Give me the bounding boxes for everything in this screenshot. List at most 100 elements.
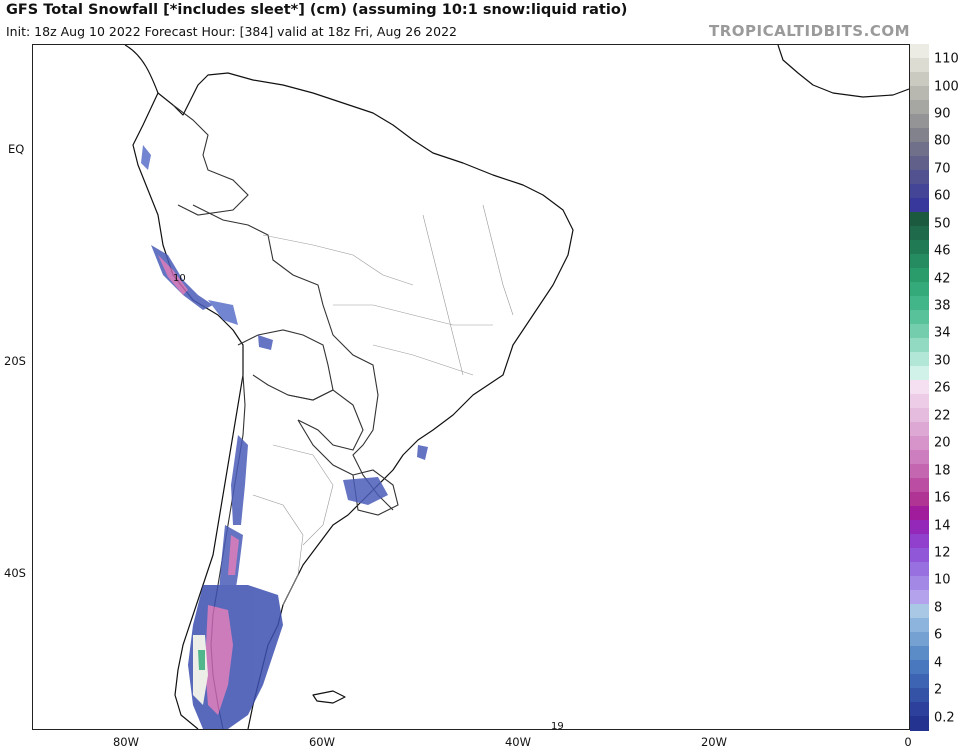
- colorbar-swatch: [910, 674, 929, 689]
- snow-patagonia-core: [205, 605, 233, 715]
- lon-label-80w: 80W: [112, 735, 140, 749]
- colorbar-swatch: [910, 478, 929, 493]
- colorbar-label: 6: [934, 627, 943, 643]
- snow-uruguay: [343, 477, 388, 505]
- colorbar-label: 80: [934, 133, 951, 149]
- snow-bolivia: [208, 300, 238, 325]
- map-subtitle: Init: 18z Aug 10 2022 Forecast Hour: [38…: [6, 24, 457, 39]
- colorbar-legend: 110 100 90 80 70 60 50 46 42 38 34 30 26 22 20 18 16 14 12…: [910, 44, 960, 731]
- border-argentina-east: [297, 419, 354, 476]
- colorbar-label: 0.2: [934, 710, 955, 726]
- colorbar-swatch: [910, 394, 929, 409]
- colorbar-swatch: [910, 464, 929, 479]
- colorbar-swatch: [910, 212, 929, 227]
- colorbar-label: 38: [934, 298, 951, 314]
- colorbar-swatch: [910, 520, 929, 535]
- lon-label-40w: 40W: [504, 735, 532, 749]
- colorbar-swatch: [910, 58, 929, 73]
- africa-coastline: [777, 45, 909, 98]
- snow-andes-mid-core: [228, 535, 239, 575]
- colorbar-swatch: [910, 422, 929, 437]
- snowfall-shading: [141, 145, 428, 729]
- colorbar-swatch: [910, 268, 929, 283]
- colorbar-label: 100: [934, 79, 959, 95]
- colorbar-label: 20: [934, 435, 951, 451]
- colorbar-label: 10: [934, 572, 951, 588]
- lat-label-20s: 20S: [4, 354, 26, 368]
- snow-ecuador: [141, 145, 151, 170]
- colorbar-swatch: [910, 296, 929, 311]
- border-brazil: [192, 204, 394, 511]
- colorbar-label: 50: [934, 216, 951, 232]
- snow-andes-north: [231, 435, 248, 525]
- colorbar-swatch: [910, 576, 929, 591]
- border-bolivia: [237, 329, 334, 401]
- colorbar-swatch: [910, 128, 929, 143]
- lat-label-eq: EQ: [8, 142, 25, 156]
- province-border-2: [252, 494, 304, 606]
- colorbar-label: 90: [934, 106, 951, 122]
- colorbar-label: 16: [934, 490, 951, 506]
- colorbar-label: 4: [934, 655, 943, 671]
- colorbar-swatch: [910, 688, 929, 703]
- colorbar-swatch: [910, 282, 929, 297]
- colorbar-swatch: [910, 240, 929, 255]
- colorbar-swatch: [910, 170, 929, 185]
- falklands-outline: [312, 690, 346, 704]
- lon-label-0: 0: [904, 735, 912, 749]
- snow-brazil-interior: [258, 335, 273, 350]
- province-border-1: [272, 444, 334, 546]
- snow-peru-band: [151, 245, 213, 310]
- map-canvas: 10 19: [124, 45, 909, 729]
- colorbar-label: 34: [934, 325, 951, 341]
- colorbar-swatch: [910, 156, 929, 171]
- colorbar-label: 8: [934, 600, 943, 616]
- colorbar-swatch: [910, 100, 929, 115]
- colorbar-swatch: [910, 702, 929, 717]
- colorbar-swatch: [910, 184, 929, 199]
- colorbar-swatch: [910, 604, 929, 619]
- colorbar-swatch: [910, 324, 929, 339]
- colorbar-swatch: [910, 534, 929, 549]
- state-border-4: [422, 214, 464, 376]
- map-title: GFS Total Snowfall [*includes sleet*] (c…: [6, 2, 628, 18]
- colorbar-swatch: [910, 44, 929, 59]
- colorbar-swatch: [910, 366, 929, 381]
- colorbar-label: 110: [934, 51, 959, 67]
- colorbar-swatch: [910, 114, 929, 129]
- colorbar-swatch: [910, 492, 929, 507]
- colorbar-label: 42: [934, 271, 951, 287]
- colorbar-label: 12: [934, 545, 951, 561]
- state-border-3: [372, 344, 474, 376]
- colorbar-swatch: [910, 632, 929, 647]
- state-border-5: [482, 204, 514, 316]
- colorbar-label: 22: [934, 408, 951, 424]
- colorbar-label: 70: [934, 161, 951, 177]
- colorbar-swatch: [910, 450, 929, 465]
- border-paraguay: [287, 389, 364, 451]
- colorbar-label: 26: [934, 380, 951, 396]
- colorbar-swatch: [910, 380, 929, 395]
- colorbar-swatch: [910, 338, 929, 353]
- west-coastline: [132, 92, 244, 729]
- peru-value-label: 10: [173, 273, 186, 284]
- colorbar-swatch: [910, 198, 929, 213]
- colorbar-swatch: [910, 646, 929, 661]
- colorbar-swatch: [910, 310, 929, 325]
- border-uruguay: [352, 469, 399, 516]
- colorbar-swatch: [910, 548, 929, 563]
- colorbar-swatch: [910, 590, 929, 605]
- colorbar-swatch: [910, 226, 929, 241]
- state-border-1: [262, 234, 414, 286]
- colorbar-swatch: [910, 72, 929, 87]
- colorbar-swatch: [910, 562, 929, 577]
- south-america-coastline: [124, 45, 574, 729]
- colorbar-label: 46: [934, 243, 951, 259]
- snow-peru-core: [158, 255, 188, 295]
- colorbar-label: 30: [934, 353, 951, 369]
- colorbar-label: 2: [934, 682, 943, 698]
- map-frame: 10 19: [32, 44, 910, 730]
- colorbar-swatch: [910, 408, 929, 423]
- colorbar-label: 18: [934, 463, 951, 479]
- colorbar-swatch: [910, 660, 929, 675]
